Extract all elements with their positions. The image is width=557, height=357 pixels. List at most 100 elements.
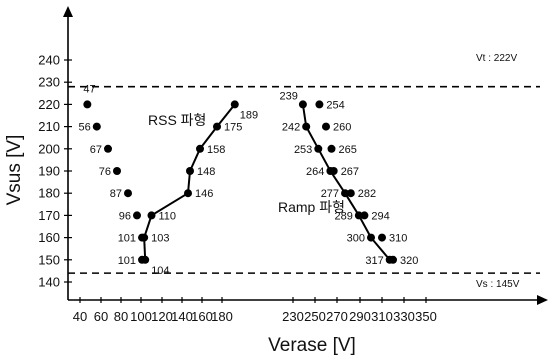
point-label: 242 <box>282 122 300 134</box>
data-point <box>378 233 386 242</box>
data-point <box>141 255 150 264</box>
data-point <box>341 189 350 198</box>
x-tick-label: 230 <box>282 309 304 324</box>
x-axis-arrow <box>537 295 548 305</box>
x-axis-title: Verase [V] <box>268 335 356 356</box>
point-label: 96 <box>119 210 131 222</box>
data-point <box>133 211 141 220</box>
data-point <box>322 122 330 131</box>
x-tick-label: 310 <box>371 309 393 324</box>
data-point <box>314 144 323 153</box>
data-point <box>354 211 363 220</box>
point-label: 265 <box>339 144 357 156</box>
x-tick-label: 250 <box>304 309 326 324</box>
data-point <box>367 233 375 242</box>
x-tick-label: 330 <box>393 309 415 324</box>
data-point <box>113 167 121 175</box>
point-label: 76 <box>99 166 111 178</box>
point-label: 300 <box>347 233 365 245</box>
point-label: 277 <box>321 188 339 200</box>
data-point <box>389 255 397 264</box>
point-label: 158 <box>207 144 225 156</box>
y-tick-label: 180 <box>38 186 60 201</box>
data-point <box>298 100 307 109</box>
point-label: 320 <box>400 255 418 267</box>
axes <box>63 6 548 305</box>
x-tick-label: 140 <box>171 309 193 324</box>
y-ticks: 140 150 160 170 180 190 200 210 220 230 240 <box>38 53 72 290</box>
x-tick-label: 100 <box>130 309 152 324</box>
point-label: 101 <box>118 255 136 267</box>
point-label: 294 <box>371 210 389 222</box>
point-label: 67 <box>90 144 102 156</box>
y-axis-arrow <box>63 6 73 17</box>
point-label: 289 <box>334 210 352 222</box>
y-tick-label: 190 <box>38 164 60 179</box>
point-label: 175 <box>224 122 242 134</box>
vt-reference-label: Vt : 222V <box>476 53 517 64</box>
point-label: 148 <box>197 166 215 178</box>
data-point <box>346 189 355 198</box>
point-label: 110 <box>159 210 177 222</box>
x-tick-label: 120 <box>151 309 173 324</box>
point-label: 267 <box>341 166 359 178</box>
y-tick-label: 160 <box>38 230 60 245</box>
point-label: 310 <box>389 233 407 245</box>
y-tick-label: 240 <box>38 53 60 68</box>
data-point <box>230 100 239 109</box>
data-point <box>147 211 156 220</box>
ramp-waveform-label: Ramp 파형 <box>278 199 345 215</box>
point-label: 282 <box>358 188 376 200</box>
x-tick-label: 290 <box>349 309 371 324</box>
point-label: 146 <box>195 188 213 200</box>
data-point <box>83 100 92 109</box>
x-tick-label: 60 <box>94 309 108 324</box>
series-line-ramp-left <box>301 104 391 261</box>
y-tick-label: 150 <box>38 252 60 267</box>
point-label: 87 <box>110 188 122 200</box>
data-points <box>83 100 397 264</box>
point-labels: 47 56 67 76 87 96 101 101 104 103 110 146 148 158 1751… <box>79 83 419 276</box>
data-point <box>92 122 101 131</box>
point-label: 254 <box>326 99 344 111</box>
y-tick-label: 210 <box>38 119 60 134</box>
data-point <box>196 144 204 153</box>
reference-lines <box>68 85 540 274</box>
y-tick-label: 170 <box>38 208 60 223</box>
rss-waveform-label: RSS 파형 <box>148 112 206 128</box>
point-label: 239 <box>280 90 298 102</box>
x-tick-label: 40 <box>73 309 87 324</box>
data-point <box>327 144 336 153</box>
point-label: 189 <box>240 109 258 121</box>
point-label: 56 <box>79 122 91 134</box>
vs-reference-label: Vs : 145V <box>476 279 520 290</box>
y-tick-label: 200 <box>38 141 60 156</box>
data-point <box>213 122 221 131</box>
point-label: 104 <box>151 265 169 277</box>
data-point <box>302 122 311 131</box>
point-label: 264 <box>306 166 324 178</box>
x-tick-label: 160 <box>191 309 213 324</box>
y-tick-label: 140 <box>38 275 60 290</box>
data-point <box>360 211 369 220</box>
point-label: 260 <box>333 122 351 134</box>
point-label: 253 <box>294 144 312 156</box>
y-axis-title: Vsus [V] <box>4 135 25 206</box>
y-tick-label: 230 <box>38 75 60 90</box>
point-label: 101 <box>118 233 136 245</box>
x-tick-label: 80 <box>114 309 128 324</box>
data-point <box>140 233 149 242</box>
data-point <box>186 167 194 175</box>
data-point <box>315 100 324 109</box>
x-tick-label: 270 <box>326 309 348 324</box>
data-point <box>329 167 338 175</box>
data-point <box>184 189 192 198</box>
data-point <box>104 144 112 153</box>
point-label: 103 <box>151 233 169 245</box>
x-tick-label: 350 <box>415 309 437 324</box>
x-tick-label: 180 <box>211 309 233 324</box>
point-label: 317 <box>365 255 383 267</box>
data-point <box>124 189 132 198</box>
